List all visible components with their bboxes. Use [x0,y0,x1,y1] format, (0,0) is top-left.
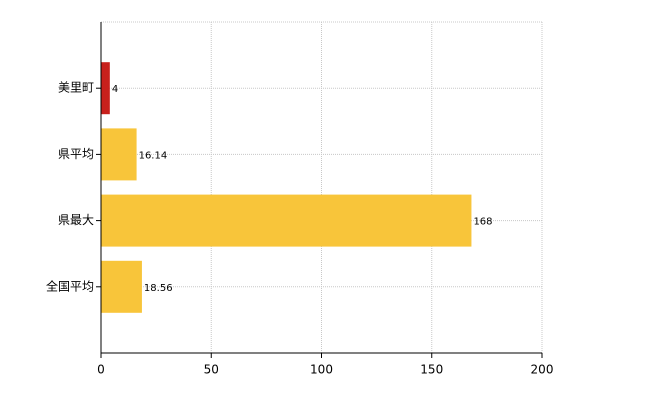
bar [101,128,137,181]
value-label: 16.14 [139,150,168,161]
y-tick-label: 県最大 [58,213,94,227]
value-label: 4 [112,84,118,95]
x-tick-label: 150 [420,363,443,377]
bar [101,62,110,115]
x-tick-label: 100 [310,363,333,377]
x-tick-label: 50 [204,363,219,377]
value-label: 168 [473,217,492,228]
y-tick-label: 美里町 [58,81,94,95]
x-tick-label: 0 [97,363,105,377]
bar [101,260,142,313]
bar [101,194,472,247]
y-tick-label: 全国平均 [46,278,94,293]
y-tick-label: 県平均 [58,147,94,161]
value-label: 18.56 [144,283,173,294]
x-tick-label: 200 [531,363,554,377]
